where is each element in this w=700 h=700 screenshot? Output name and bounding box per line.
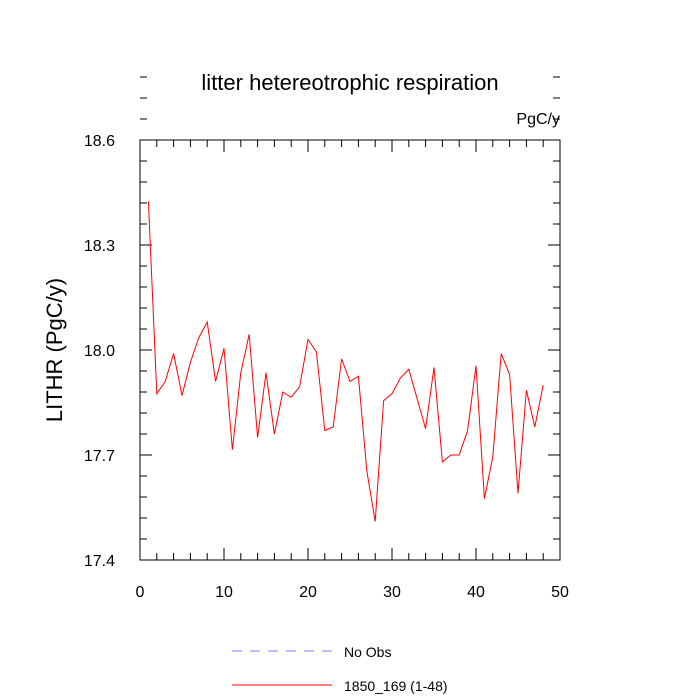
series-line bbox=[147, 201, 544, 522]
y-tick-label: 18.6 bbox=[84, 133, 115, 150]
legend-label: 1850_169 (1-48) bbox=[344, 678, 448, 694]
x-tick-label: 0 bbox=[136, 584, 145, 601]
plot-frame bbox=[139, 139, 561, 561]
legend-label: No Obs bbox=[344, 644, 391, 660]
tick-marks bbox=[139, 76, 561, 561]
chart-title: litter hetereotrophic respiration bbox=[201, 70, 498, 95]
x-tick-label: 30 bbox=[383, 584, 401, 601]
units-label: PgC/y bbox=[516, 111, 560, 128]
y-tick-label: 18.3 bbox=[84, 238, 115, 255]
y-tick-label: 17.4 bbox=[84, 553, 115, 570]
x-tick-label: 40 bbox=[467, 584, 485, 601]
y-tick-label: 18.0 bbox=[84, 343, 115, 360]
legend: No Obs 1850_169 (1-48) bbox=[232, 644, 448, 694]
y-tick-label: 17.7 bbox=[84, 448, 115, 465]
series-lines bbox=[147, 201, 544, 522]
y-axis-label: LITHR (PgC/y) bbox=[42, 278, 67, 422]
tick-labels: 0 10 20 30 40 50 17.4 17.7 18.0 18.3 18.6 bbox=[84, 133, 569, 601]
x-tick-label: 10 bbox=[215, 584, 233, 601]
x-tick-label: 50 bbox=[551, 584, 569, 601]
x-tick-label: 20 bbox=[299, 584, 317, 601]
